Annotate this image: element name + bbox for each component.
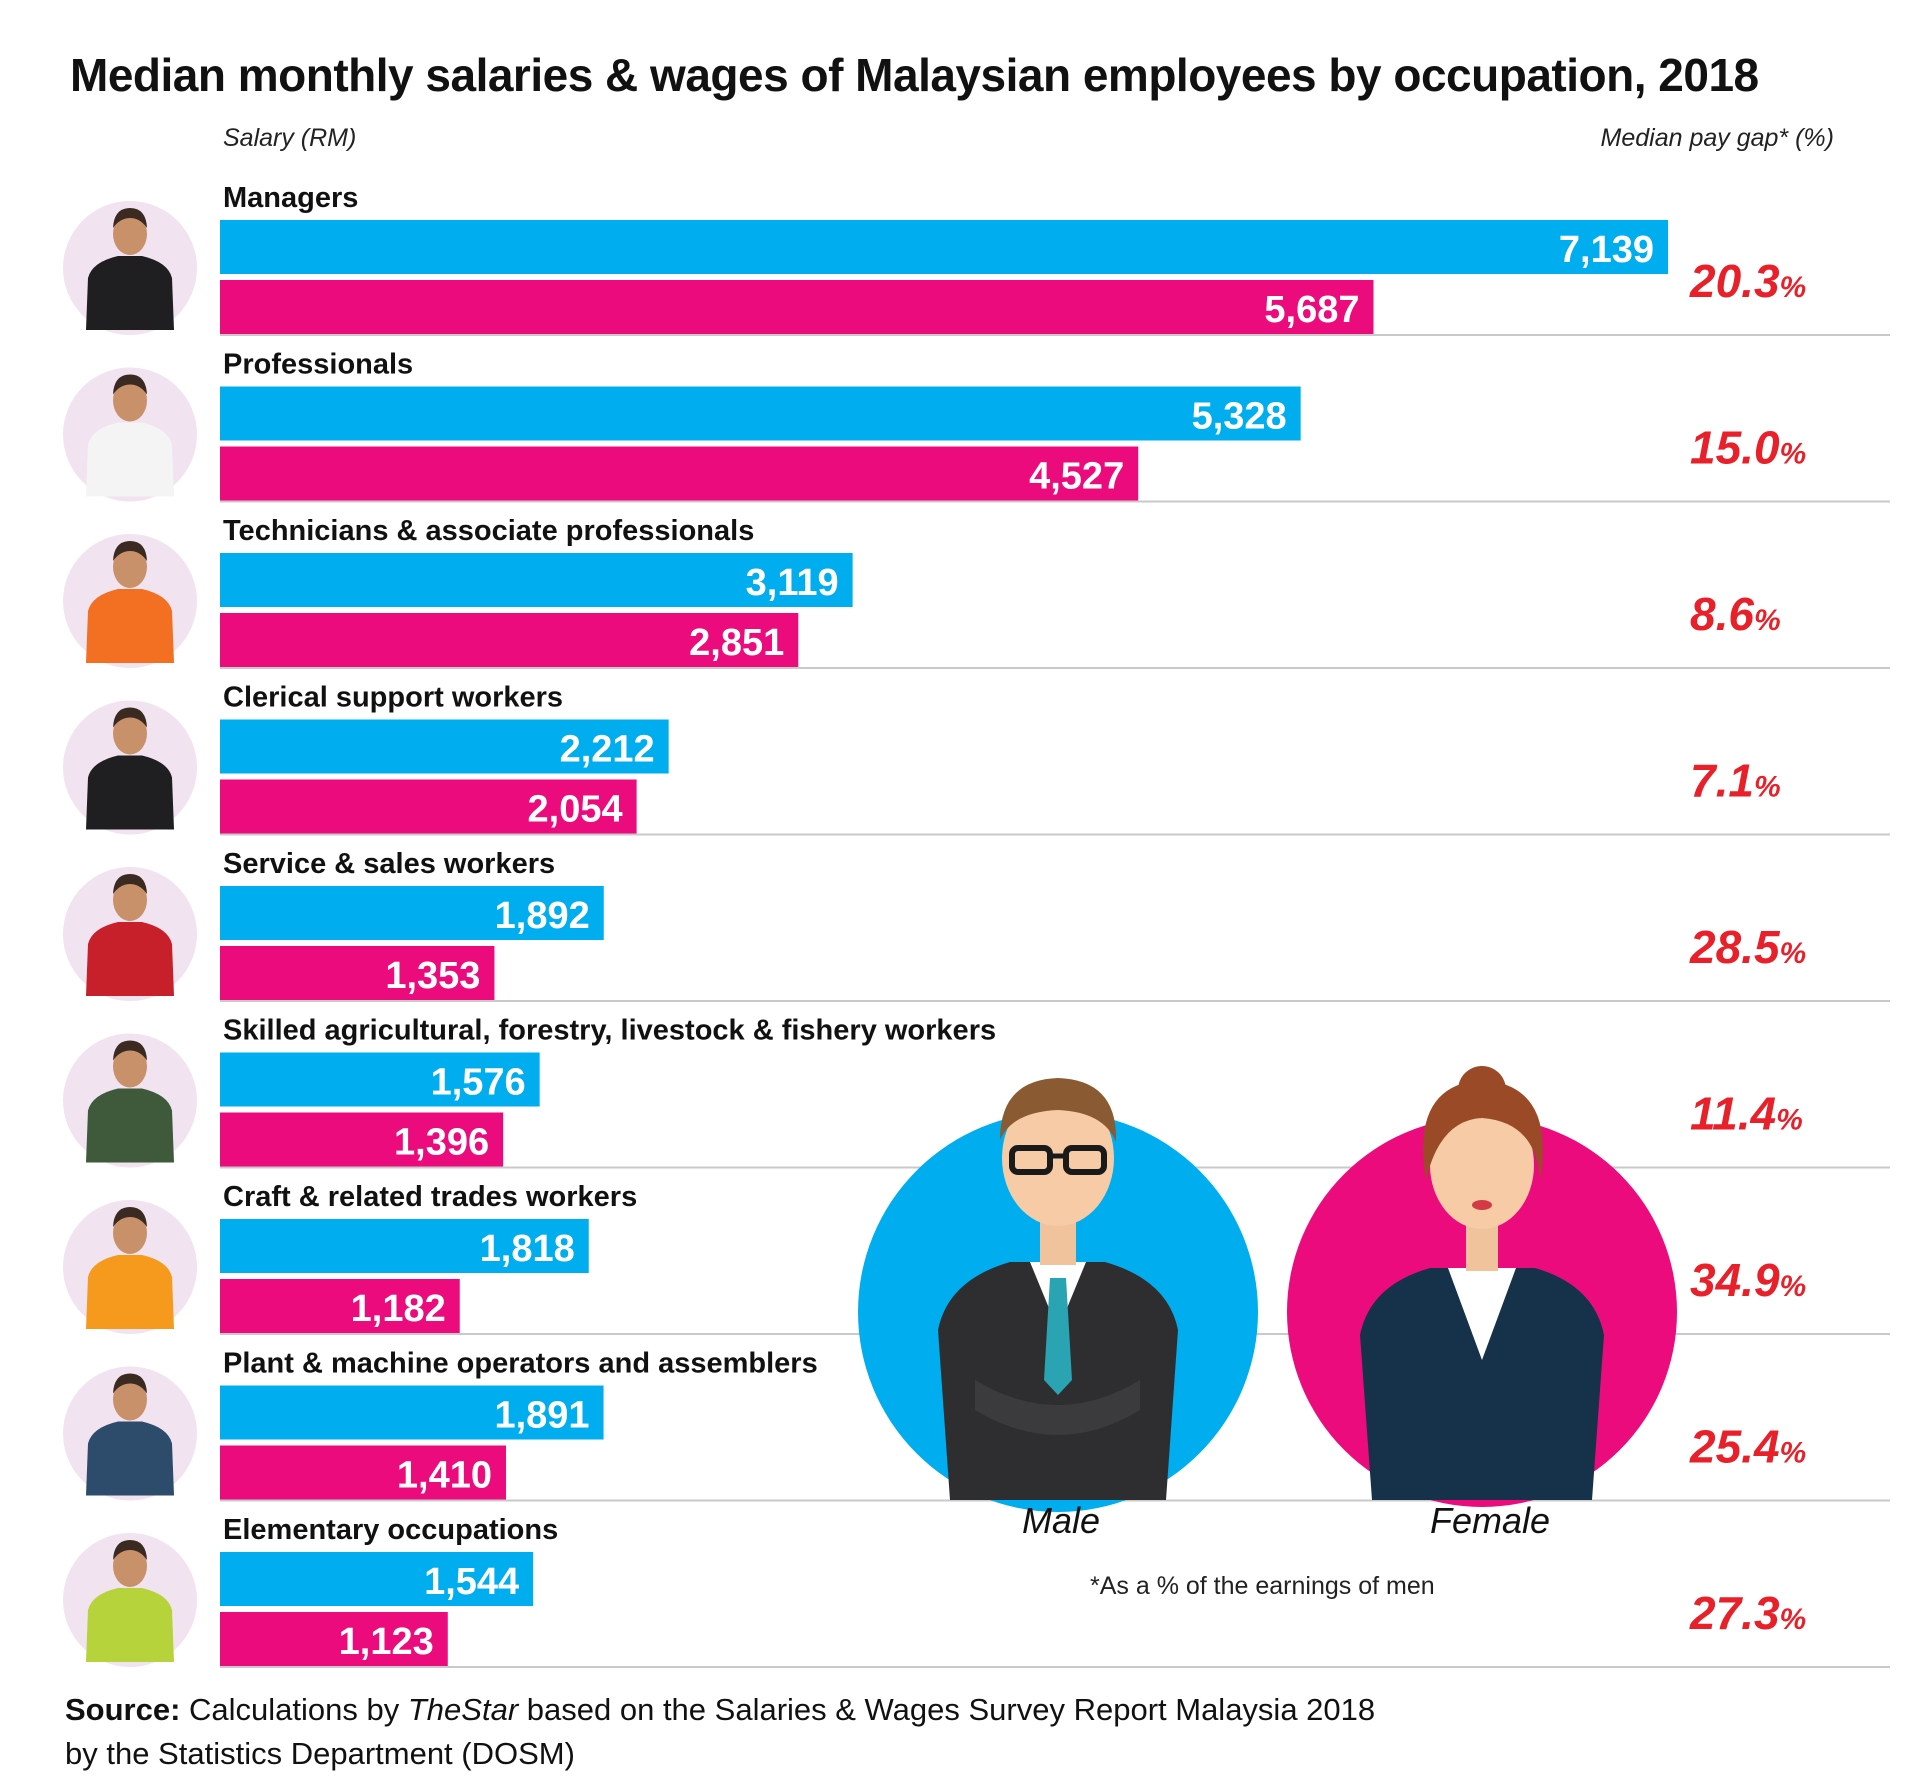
source-publication: TheStar <box>407 1692 519 1727</box>
pay-gap-unit: % <box>1754 771 1781 804</box>
female-bar <box>220 1445 506 1500</box>
male-bar <box>220 1052 540 1107</box>
pay-gap-value: 27.3% <box>1689 1587 1806 1639</box>
male-bar-value: 2,212 <box>560 729 655 771</box>
pay-gap-value: 25.4% <box>1689 1421 1806 1473</box>
male-bar <box>220 1385 604 1440</box>
pay-gap-unit: % <box>1754 604 1781 637</box>
female-bar-value: 5,687 <box>1264 289 1359 331</box>
occupation-avatar <box>63 1200 197 1334</box>
pay-gap-value: 28.5% <box>1689 921 1806 973</box>
male-bar <box>220 1552 534 1606</box>
male-bar-value: 1,892 <box>495 895 590 937</box>
category-label: Service & sales workers <box>223 848 555 880</box>
male-bar <box>220 719 669 774</box>
female-bar <box>220 613 799 667</box>
source-note: Source: Calculations by TheStar based on… <box>65 1688 1375 1776</box>
source-line-2: by the Statistics Department (DOSM) <box>65 1736 575 1771</box>
pay-gap-value: 8.6% <box>1690 588 1781 640</box>
female-bar-value: 1,182 <box>351 1288 446 1330</box>
female-bar <box>220 1112 504 1167</box>
pay-gap-axis-label: Median pay gap* (%) <box>1600 124 1834 152</box>
male-bar-value: 7,139 <box>1559 229 1654 271</box>
salary-axis-label: Salary (RM) <box>223 124 357 152</box>
female-bar <box>220 446 1139 501</box>
female-bar <box>220 1612 448 1666</box>
pay-gap-value: 34.9% <box>1690 1254 1806 1306</box>
source-line-1: Source: Calculations by TheStar based on… <box>65 1688 1375 1732</box>
category-label: Skilled agricultural, forestry, livestoc… <box>223 1015 996 1047</box>
category-label: Managers <box>223 182 358 214</box>
legend-male-label: Male <box>1022 1500 1101 1541</box>
category-label: Technicians & associate professionals <box>223 515 754 547</box>
pay-gap-unit: % <box>1776 1104 1803 1137</box>
footnote: *As a % of the earnings of men <box>1090 1572 1435 1600</box>
pay-gap-value: 11.4% <box>1690 1088 1803 1140</box>
category-label: Elementary occupations <box>223 1514 558 1546</box>
pay-gap-unit: % <box>1780 937 1807 970</box>
pay-gap-unit: % <box>1780 1603 1807 1636</box>
male-bar <box>220 220 1668 274</box>
pay-gap-unit: % <box>1780 1437 1807 1470</box>
salary-bars: Managers 7,139 5,687 Professionals 5,328 4,52… <box>220 182 1668 1666</box>
pay-gap-unit: % <box>1780 1270 1807 1303</box>
occupation-avatar <box>63 867 197 1001</box>
legend-female-label: Female <box>1430 1500 1551 1541</box>
male-bar-value: 1,891 <box>494 1395 589 1437</box>
female-illustration <box>1287 1066 1677 1507</box>
occupation-avatar <box>63 534 197 668</box>
category-label: Craft & related trades workers <box>223 1181 637 1213</box>
source-text-after: based on the Salaries & Wages Survey Rep… <box>518 1692 1376 1727</box>
male-bar-value: 1,544 <box>424 1561 519 1603</box>
female-bar-value: 1,396 <box>394 1122 489 1164</box>
female-bar-value: 4,527 <box>1029 456 1124 498</box>
occupation-avatars <box>63 201 197 1667</box>
pay-gap-value: 15.0% <box>1690 422 1806 474</box>
source-prefix: Source: <box>65 1692 181 1727</box>
male-bar <box>220 553 853 607</box>
female-bar <box>220 946 495 1000</box>
chart-title: Median monthly salaries & wages of Malay… <box>70 49 1759 101</box>
male-bar <box>220 386 1301 441</box>
female-bar <box>220 779 637 834</box>
male-bar-value: 3,119 <box>746 562 839 604</box>
female-bar <box>220 1279 460 1333</box>
pay-gap-value: 7.1% <box>1690 755 1781 807</box>
female-bar-value: 1,410 <box>397 1455 492 1497</box>
female-bar-value: 2,054 <box>528 789 623 831</box>
occupation-avatar <box>63 201 197 335</box>
occupation-avatar <box>63 700 197 835</box>
category-label: Clerical support workers <box>223 682 563 714</box>
male-bar <box>220 1219 589 1273</box>
male-bar <box>220 886 604 940</box>
female-bar <box>220 280 1374 334</box>
occupation-avatar <box>63 1366 197 1501</box>
male-bar-value: 1,818 <box>480 1228 575 1270</box>
pay-gap-value: 20.3% <box>1689 255 1806 307</box>
occupation-avatar <box>63 1033 197 1168</box>
female-bar-value: 1,353 <box>385 955 480 997</box>
pay-gap-values: 20.3% 15.0% 8.6% 7.1% 28.5% 11.4% 34.9% 25.4% 27… <box>1689 255 1806 1639</box>
female-bar-value: 1,123 <box>339 1621 434 1663</box>
pay-gap-unit: % <box>1780 438 1807 471</box>
occupation-avatar <box>63 1533 197 1667</box>
source-text-before: Calculations by <box>180 1692 408 1727</box>
male-illustration <box>858 1078 1258 1512</box>
occupation-avatar <box>63 367 197 502</box>
pay-gap-unit: % <box>1780 271 1807 304</box>
male-bar-value: 5,328 <box>1192 396 1287 438</box>
male-bar-value: 1,576 <box>431 1062 526 1104</box>
female-bar-value: 2,851 <box>689 622 784 664</box>
category-label: Plant & machine operators and assemblers <box>223 1348 818 1380</box>
category-label: Professionals <box>223 349 413 381</box>
